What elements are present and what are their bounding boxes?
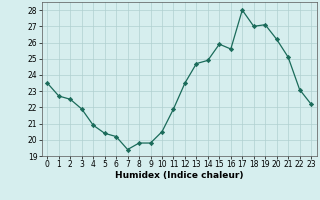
X-axis label: Humidex (Indice chaleur): Humidex (Indice chaleur) <box>115 171 244 180</box>
